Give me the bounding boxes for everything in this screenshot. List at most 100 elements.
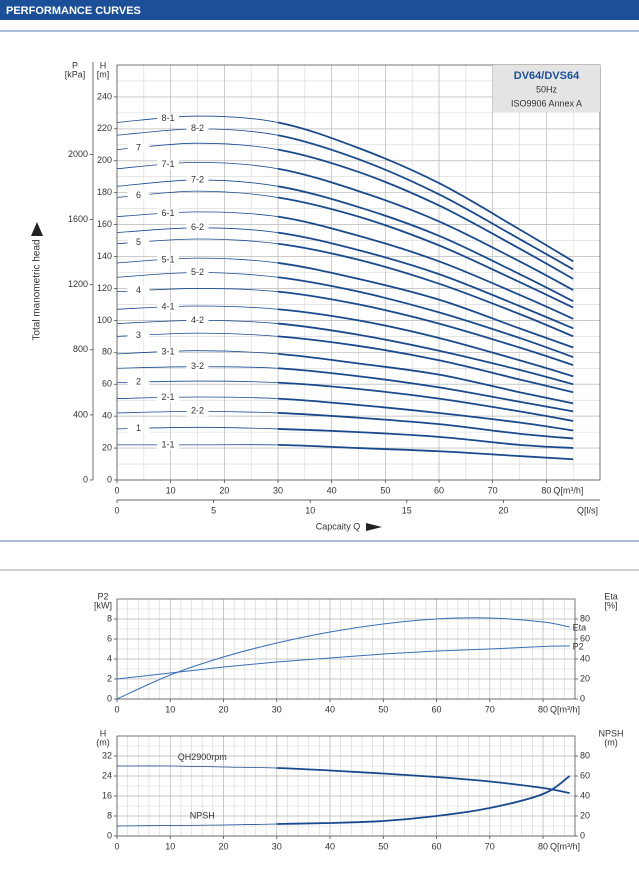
y-axis-title: Total manometric head <box>32 239 43 340</box>
label-bg <box>186 406 209 417</box>
y-tick-label: 16 <box>102 790 112 800</box>
label-bg <box>156 159 179 170</box>
y-axis-name: H <box>100 60 107 70</box>
series-label: 4-2 <box>191 315 204 325</box>
label-bg <box>127 377 150 388</box>
curve <box>277 242 574 338</box>
y2-tick-label: 80 <box>580 750 590 760</box>
series-label: 2-2 <box>191 406 204 416</box>
curve <box>116 645 570 680</box>
y2-tick-label: 60 <box>580 633 590 643</box>
x-tick-label: 50 <box>380 485 390 495</box>
x-tick-label: 60 <box>432 704 442 714</box>
label-bg <box>186 123 209 134</box>
x-tick-label: 10 <box>165 704 175 714</box>
series-label: 7-1 <box>161 159 174 169</box>
curve-thin <box>116 257 279 264</box>
y2-tick-label: 80 <box>580 613 590 623</box>
curve-thin <box>116 305 279 310</box>
series-label: 1 <box>136 423 141 433</box>
curve <box>277 443 574 461</box>
x-tick-label: 70 <box>485 841 495 851</box>
series-label: 3-1 <box>161 346 174 356</box>
x2-tick-label: 15 <box>402 505 412 515</box>
model-box <box>493 65 600 112</box>
label-bg <box>156 346 179 357</box>
x2-tick-label: 5 <box>211 505 216 515</box>
x-tick-label: 20 <box>219 841 229 851</box>
x2-tick-label: 0 <box>114 505 119 515</box>
curve <box>277 185 574 303</box>
y2-axis-unit: [%] <box>604 600 617 610</box>
x-tick-label: 30 <box>272 704 282 714</box>
series-label: 4-1 <box>161 302 174 312</box>
series-label: 8-1 <box>161 113 174 123</box>
y2-axis-name: P <box>72 60 78 70</box>
label-bg <box>127 237 150 248</box>
curve <box>277 134 574 271</box>
curve-thin <box>116 765 277 769</box>
series-label: 2-1 <box>161 392 174 402</box>
curve <box>277 231 574 330</box>
y-tick-label: 4 <box>107 653 112 663</box>
series-label: 3-2 <box>191 361 204 371</box>
y-axis-unit: [kW] <box>94 600 112 610</box>
header-title: PERFORMANCE CURVES <box>6 5 141 17</box>
label-bg <box>127 142 150 153</box>
x-tick-label: 50 <box>378 704 388 714</box>
y-axis-name: H <box>100 728 107 738</box>
curve <box>277 308 574 378</box>
curve <box>277 353 574 405</box>
curve <box>277 428 574 449</box>
curve <box>277 276 574 358</box>
label-bg <box>156 113 179 124</box>
x-axis-unit: Q[m³/h] <box>550 704 580 714</box>
curve <box>277 215 574 320</box>
y2-tick-label: 40 <box>580 790 590 800</box>
plot-frame <box>116 598 576 700</box>
y2-tick-label: 0 <box>83 474 88 484</box>
y2-tick-label: 0 <box>580 830 585 840</box>
x-tick-label: 70 <box>488 485 498 495</box>
plot-frame <box>116 64 601 481</box>
label-bg <box>156 439 179 450</box>
arrow <box>366 523 382 531</box>
series-label: Eta <box>573 622 587 632</box>
x-tick-label: 40 <box>325 704 335 714</box>
y2-axis-name: NPSH <box>598 728 623 738</box>
y2-tick-label: 60 <box>580 770 590 780</box>
x2-axis-unit: Q[l/s] <box>577 505 598 515</box>
curve <box>277 412 574 440</box>
y-axis-unit: [m] <box>97 69 110 79</box>
x-tick-label: 0 <box>114 485 119 495</box>
x-axis-unit: Q[m³/h] <box>553 485 583 495</box>
x-axis-title: Capcaity Q <box>316 521 361 531</box>
x-tick-label: 80 <box>538 841 548 851</box>
series-label: 3 <box>136 330 141 340</box>
y-axis-unit: (m) <box>96 737 110 747</box>
y-tick-label: 0 <box>107 693 112 703</box>
label-bg <box>127 330 150 341</box>
y-tick-label: 40 <box>102 411 112 421</box>
y2-tick-label: 20 <box>580 810 590 820</box>
label-bg <box>186 222 209 233</box>
x-tick-label: 40 <box>327 485 337 495</box>
x-tick-label: 80 <box>538 704 548 714</box>
x-axis-unit: Q[m³/h] <box>550 841 580 851</box>
y-tick-label: 20 <box>102 442 112 452</box>
series-label: 6 <box>136 190 141 200</box>
curve <box>277 367 574 413</box>
curve <box>276 767 570 794</box>
x-tick-label: 20 <box>219 485 229 495</box>
label-bg <box>156 254 179 265</box>
curve <box>277 121 574 263</box>
x-tick-label: 80 <box>541 485 551 495</box>
label-bg <box>186 174 209 185</box>
curve <box>277 335 574 394</box>
series-label: 6-2 <box>191 222 204 232</box>
label-bg <box>186 267 209 278</box>
curve <box>277 148 574 280</box>
model-text: 50Hz <box>536 84 558 94</box>
model-text: ISO9906 Annex A <box>511 98 582 108</box>
